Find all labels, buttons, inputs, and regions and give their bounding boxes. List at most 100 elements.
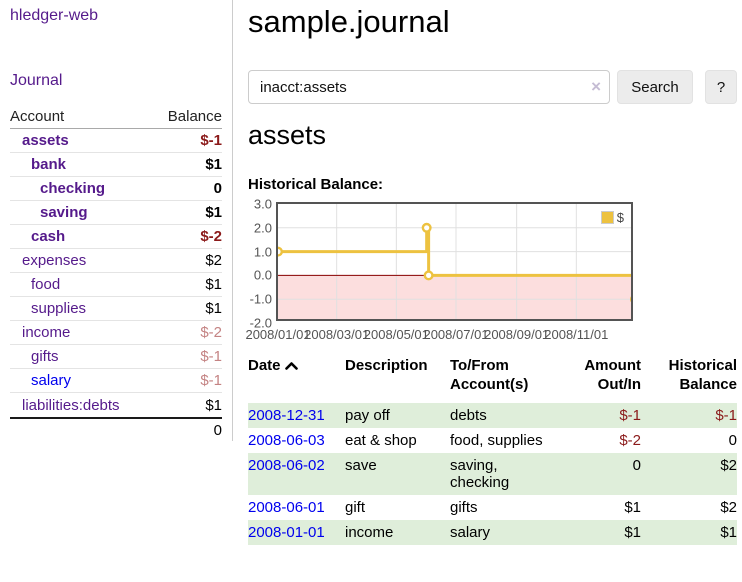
account-link[interactable]: assets [22,132,69,149]
account-link[interactable]: bank [31,156,67,173]
transaction-balance: $1 [720,524,737,541]
register-header-balance: Historical Balance [668,357,737,393]
account-row-income: income $-2 [10,321,222,345]
transaction-accounts: gifts [450,499,478,516]
legend-series-label: $ [616,210,624,225]
register-row: 2008-06-01 gift gifts $1 $2 [248,495,737,520]
account-link[interactable]: liabilities:debts [22,396,120,414]
x-tick-label: 2008/05/01 [363,327,429,342]
transaction-balance: $-1 [715,407,737,424]
account-link[interactable]: income [22,324,71,341]
x-tick-label: 2008/09/01 [484,327,550,342]
accounts-header-account: Account [10,108,65,125]
account-balance: 0 [213,180,222,197]
accounts-table-header: Account Balance [10,105,222,129]
account-row-expenses: expenses $2 [10,249,222,273]
register-row: 2008-06-02 save saving, checking 0 $2 [248,453,737,495]
sidebar: hledger-web Journal Account Balance asse… [0,0,233,441]
register-rows: 2008-12-31 pay off debts $-1 $-1 2008-06-03 ea… [248,403,737,545]
transaction-description: income [345,524,394,541]
chart-legend: $ [598,209,626,226]
help-button[interactable]: ? [705,70,737,104]
x-tick-label: 2008/11/01 [544,327,609,342]
register-header-description: Description [345,357,428,374]
account-row-bank: bank $1 [10,153,222,177]
transaction-description: eat & shop [345,432,417,449]
x-tick-label: 2008/07/01 [423,327,489,342]
account-balance: $-2 [200,228,222,245]
account-heading: assets [248,120,327,150]
account-link[interactable]: cash [31,228,66,245]
account-row-salary: salary $-1 [10,369,222,393]
sidebar-item-journal[interactable]: Journal [10,72,63,89]
register-table: Date Description To/From Account(s) Amou… [248,356,737,545]
register-header-accounts: To/From Account(s) [450,357,529,393]
register-header-amount: Amount Out/In [584,357,641,393]
accounts-total-value: 0 [213,421,222,439]
account-row-saving: saving $1 [10,201,222,225]
transaction-amount: 0 [632,457,641,474]
account-balance: $-1 [200,372,222,389]
account-balance: $1 [205,156,222,173]
account-row-gifts: gifts $-1 [10,345,222,369]
account-link[interactable]: gifts [31,348,59,365]
clear-search-icon[interactable]: × [591,77,601,96]
account-link[interactable]: supplies [31,300,87,317]
search-button[interactable]: Search [617,70,693,104]
accounts-header-balance: Balance [167,108,222,125]
account-row-liabilities-debts: liabilities:debts $1 [10,393,222,417]
legend-swatch [600,211,614,224]
transaction-balance: $2 [720,457,737,474]
transaction-balance: $2 [720,499,737,516]
y-tick-label: 0.0 [253,267,272,283]
account-link[interactable]: expenses [22,252,87,269]
transaction-date-link[interactable]: 2008-12-31 [248,407,325,424]
account-balance: $1 [205,204,222,221]
register-row: 2008-12-31 pay off debts $-1 $-1 [248,403,737,428]
accounts-table: Account Balance assets $-1 bank $1 checking 0… [10,105,222,441]
account-link[interactable]: checking [40,180,106,197]
register-header-date[interactable]: Date [248,356,345,403]
y-tick-label: 3.0 [253,196,272,212]
search-input[interactable] [248,70,610,104]
chart-svg [278,204,631,319]
search-bar: × Search ? [248,70,737,104]
x-tick-label: 2008/03/01 [304,327,370,342]
chart-title: Historical Balance: [248,176,384,193]
transaction-date-link[interactable]: 2008-01-01 [248,524,325,541]
y-tick-label: -1.0 [249,291,272,307]
transaction-description: gift [345,499,366,516]
account-link[interactable]: food [31,276,61,293]
transaction-balance: 0 [728,432,737,449]
register-table-header: Date Description To/From Account(s) Amou… [248,356,737,403]
x-axis-labels: 2008/01/01 2008/03/01 2008/05/01 2008/07/01… [245,327,637,343]
transaction-description: pay off [345,407,390,424]
transaction-amount: $-1 [619,407,641,424]
main-panel: sample.journal × Search ? assets Histori… [245,0,737,582]
transaction-amount: $-2 [619,432,641,449]
transaction-date-link[interactable]: 2008-06-03 [248,432,325,449]
transaction-date-link[interactable]: 2008-06-02 [248,457,325,474]
transaction-accounts: saving, checking [450,457,510,491]
chart-plot-area: $ [276,202,633,321]
page-title: sample.journal [248,4,450,39]
account-row-cash: cash $-2 [10,225,222,249]
account-link[interactable]: salary [31,372,72,389]
account-balance: $2 [205,252,222,269]
accounts-rows: assets $-1 bank $1 checking 0 saving $1 cash $-2 e… [10,129,222,417]
register-row: 2008-01-01 income salary $1 $1 [248,520,737,545]
transaction-description: save [345,457,377,474]
y-tick-label: 1.0 [253,244,272,260]
account-row-food: food $1 [10,273,222,297]
account-row-supplies: supplies $1 [10,297,222,321]
transaction-accounts: food, supplies [450,432,543,449]
transaction-date-link[interactable]: 2008-06-01 [248,499,325,516]
account-link[interactable]: saving [40,204,88,221]
app-brand-link[interactable]: hledger-web [10,7,99,24]
y-tick-label: -2.0 [249,315,272,331]
account-balance: $-1 [200,132,222,149]
account-balance: $-1 [200,348,222,365]
y-tick-label: 2.0 [253,220,272,236]
transaction-accounts: salary [450,524,491,541]
y-axis-labels: 3.0 2.0 1.0 0.0 -1.0 -2.0 [248,197,272,331]
